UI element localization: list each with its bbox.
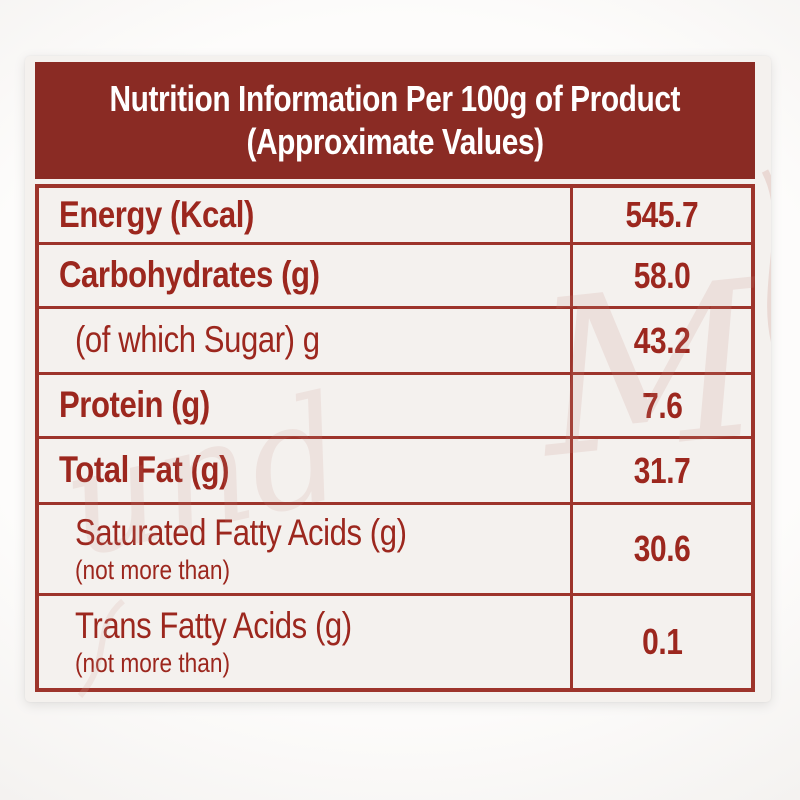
table-row-carbohydrates: Carbohydrates (g) 58.0 xyxy=(39,242,751,306)
row-value-cell: 58.0 xyxy=(570,245,751,306)
row-value-cell: 43.2 xyxy=(570,309,751,372)
watermark-swash-right xyxy=(761,169,771,342)
row-label: Saturated Fatty Acids (g) xyxy=(75,512,407,554)
row-value-cell: 30.6 xyxy=(570,505,751,593)
row-value-cell: 31.7 xyxy=(570,439,751,502)
table-row-sugar: (of which Sugar) g 43.2 xyxy=(39,306,751,372)
row-label-cell: Trans Fatty Acids (g) (not more than) xyxy=(39,596,570,688)
row-label-cell: Carbohydrates (g) xyxy=(39,245,570,306)
row-label-cell: Saturated Fatty Acids (g) (not more than… xyxy=(39,505,570,593)
row-value-cell: 7.6 xyxy=(570,375,751,436)
header-title-line-1: Nutrition Information Per 100g of Produc… xyxy=(51,79,739,119)
row-label: (of which Sugar) g xyxy=(75,319,320,361)
row-label: Energy (Kcal) xyxy=(59,193,254,235)
nutrition-label-card: M und Nutrition Information Per 100g of … xyxy=(25,56,771,702)
row-label: Trans Fatty Acids (g) xyxy=(75,605,352,647)
row-value: 0.1 xyxy=(641,621,683,662)
row-note: (not more than) xyxy=(75,554,231,585)
row-value: 43.2 xyxy=(633,319,691,361)
row-value: 58.0 xyxy=(633,254,691,296)
table-row-total-fat: Total Fat (g) 31.7 xyxy=(39,436,751,502)
row-value: 30.6 xyxy=(633,528,691,569)
header-title-text-2: (Approximate Values) xyxy=(246,121,544,162)
row-note: (not more than) xyxy=(75,647,231,678)
table-header: Nutrition Information Per 100g of Produc… xyxy=(35,62,755,179)
nutrition-table: Nutrition Information Per 100g of Produc… xyxy=(35,62,755,692)
header-title-line-2: (Approximate Values) xyxy=(216,122,574,162)
row-value-cell: 0.1 xyxy=(570,596,751,688)
table-row-trans-fatty-acids: Trans Fatty Acids (g) (not more than) 0.… xyxy=(39,593,751,688)
row-label-cell: Total Fat (g) xyxy=(39,439,570,502)
row-label: Carbohydrates (g) xyxy=(59,254,320,296)
row-value: 31.7 xyxy=(633,449,691,491)
row-value: 7.6 xyxy=(641,384,683,426)
row-label-cell: Energy (Kcal) xyxy=(39,188,570,242)
row-value-cell: 545.7 xyxy=(570,188,751,242)
table-row-saturated-fatty-acids: Saturated Fatty Acids (g) (not more than… xyxy=(39,502,751,593)
header-title-text-1: Nutrition Information Per 100g of Produc… xyxy=(109,78,681,120)
row-label-cell: (of which Sugar) g xyxy=(39,309,570,372)
table-body: Energy (Kcal) 545.7 Carbohydrates (g) 58… xyxy=(35,184,755,692)
row-label: Protein (g) xyxy=(59,384,210,426)
table-row-protein: Protein (g) 7.6 xyxy=(39,372,751,436)
row-label-cell: Protein (g) xyxy=(39,375,570,436)
row-label: Total Fat (g) xyxy=(59,449,230,491)
table-row-energy: Energy (Kcal) 545.7 xyxy=(39,188,751,242)
row-value: 545.7 xyxy=(625,194,699,235)
